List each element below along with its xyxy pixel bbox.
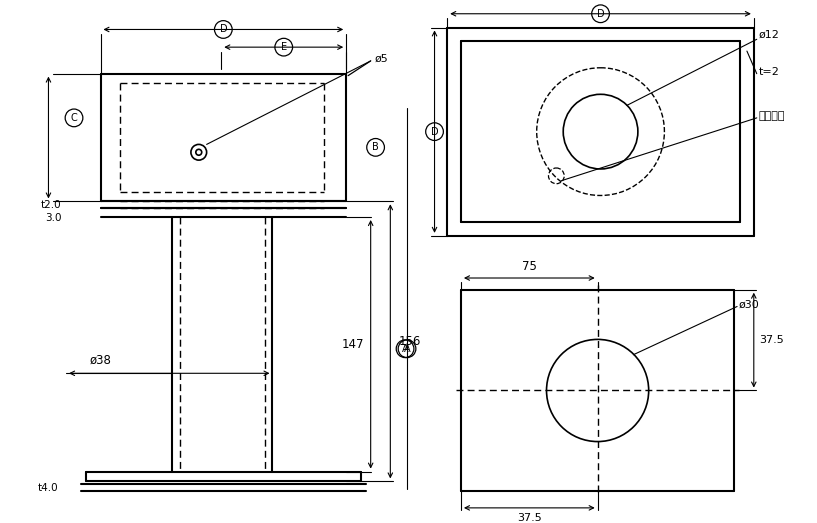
Text: 37.5: 37.5 — [759, 335, 784, 345]
Text: A: A — [404, 344, 410, 354]
Text: t=2: t=2 — [759, 67, 779, 77]
Text: 75: 75 — [522, 260, 537, 273]
Text: 水抜き孔: 水抜き孔 — [759, 111, 785, 121]
Text: 37.5: 37.5 — [517, 513, 542, 523]
Text: E: E — [281, 42, 287, 52]
Text: ø30: ø30 — [739, 300, 760, 310]
Text: B: B — [373, 142, 379, 152]
Text: D: D — [220, 25, 227, 35]
Text: ø38: ø38 — [90, 354, 111, 367]
Text: A: A — [402, 344, 408, 354]
Text: D: D — [431, 127, 439, 137]
Text: 156: 156 — [398, 335, 421, 348]
Text: t2.0: t2.0 — [41, 200, 61, 210]
Text: 147: 147 — [342, 338, 364, 351]
Text: t4.0: t4.0 — [38, 483, 58, 493]
Text: ø5: ø5 — [375, 54, 388, 64]
Text: 3.0: 3.0 — [45, 212, 61, 223]
Text: ø12: ø12 — [759, 29, 779, 39]
Text: C: C — [70, 113, 78, 123]
Text: D: D — [596, 9, 605, 19]
